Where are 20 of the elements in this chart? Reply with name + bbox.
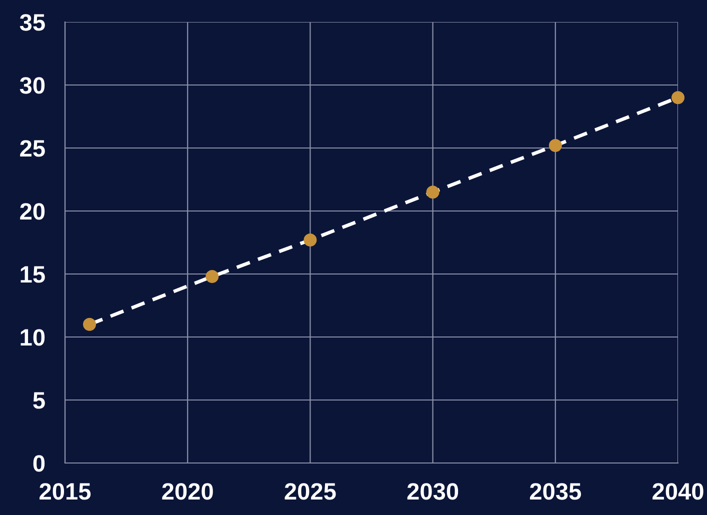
x-tick-label: 2020	[162, 483, 213, 500]
point	[671, 91, 685, 104]
y-tick-label: 0	[33, 455, 45, 472]
x-tick-label: 2035	[530, 483, 582, 500]
point	[426, 186, 440, 199]
y-tick-label: 35	[20, 14, 45, 31]
x-tick-label: 2025	[284, 483, 336, 500]
y-tick-label: 5	[33, 392, 45, 409]
y-tick-label: 25	[20, 140, 45, 157]
y-tick-label: 15	[20, 266, 45, 283]
point	[548, 138, 562, 152]
point	[304, 233, 317, 246]
point	[83, 318, 96, 331]
x-tick-label: 2040	[652, 483, 704, 500]
point	[206, 270, 219, 284]
x-tick-label: 2030	[407, 483, 458, 500]
y-tick-label: 30	[20, 77, 45, 94]
x-tick-label: 2015	[40, 483, 91, 500]
y-tick-label: 10	[20, 329, 45, 346]
y-tick-label: 20	[20, 203, 45, 220]
